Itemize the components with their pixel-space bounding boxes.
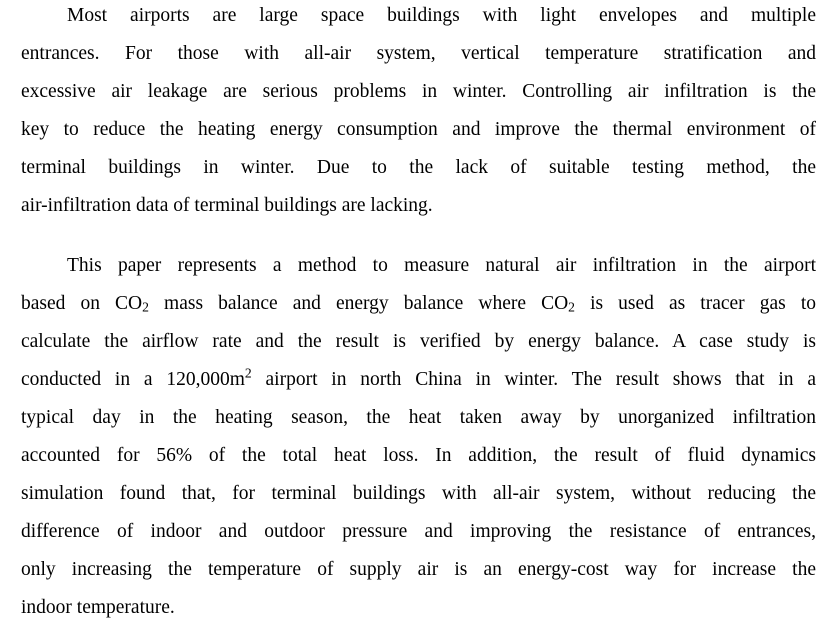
text-line: calculate the airflow rate and the resul… [21,331,816,352]
text-line: indoor temperature. [21,597,175,618]
text-line: This paper represents a method to measur… [67,255,816,276]
text-run: based on CO [21,293,143,314]
abstract-document: Most airports are large space buildings … [21,0,816,627]
text-run: is used as tracer gas to [575,293,816,314]
text-line: air-infiltration data of terminal buildi… [21,195,433,216]
text-line: terminal buildings in winter. Due to the… [21,157,816,178]
text-run: mass balance and energy balance where CO [148,293,569,314]
text-line: typical day in the heating season, the h… [21,407,816,428]
text-line: based on CO2 mass balance and energy bal… [21,285,816,323]
text-line: accounted for 56% of the total heat loss… [21,445,816,466]
text-line: entrances. For those with all-air system… [21,43,816,64]
subscript: 2 [142,299,149,315]
text-line: Most airports are large space buildings … [67,5,816,26]
text-run: conducted in a 120,000m [21,369,245,390]
paragraph-2: This paper represents a method to measur… [21,247,816,627]
paragraph-1: Most airports are large space buildings … [21,0,816,225]
text-line: conducted in a 120,000m2 airport in nort… [21,361,816,399]
text-run: airport in north China in winter. The re… [251,369,817,390]
text-line: simulation found that, for terminal buil… [21,483,816,504]
text-line: excessive air leakage are serious proble… [21,81,816,102]
text-line: key to reduce the heating energy consump… [21,119,816,140]
text-line: difference of indoor and outdoor pressur… [21,521,816,542]
text-line: only increasing the temperature of suppl… [21,559,816,580]
superscript: 2 [244,365,252,381]
subscript: 2 [568,299,575,315]
